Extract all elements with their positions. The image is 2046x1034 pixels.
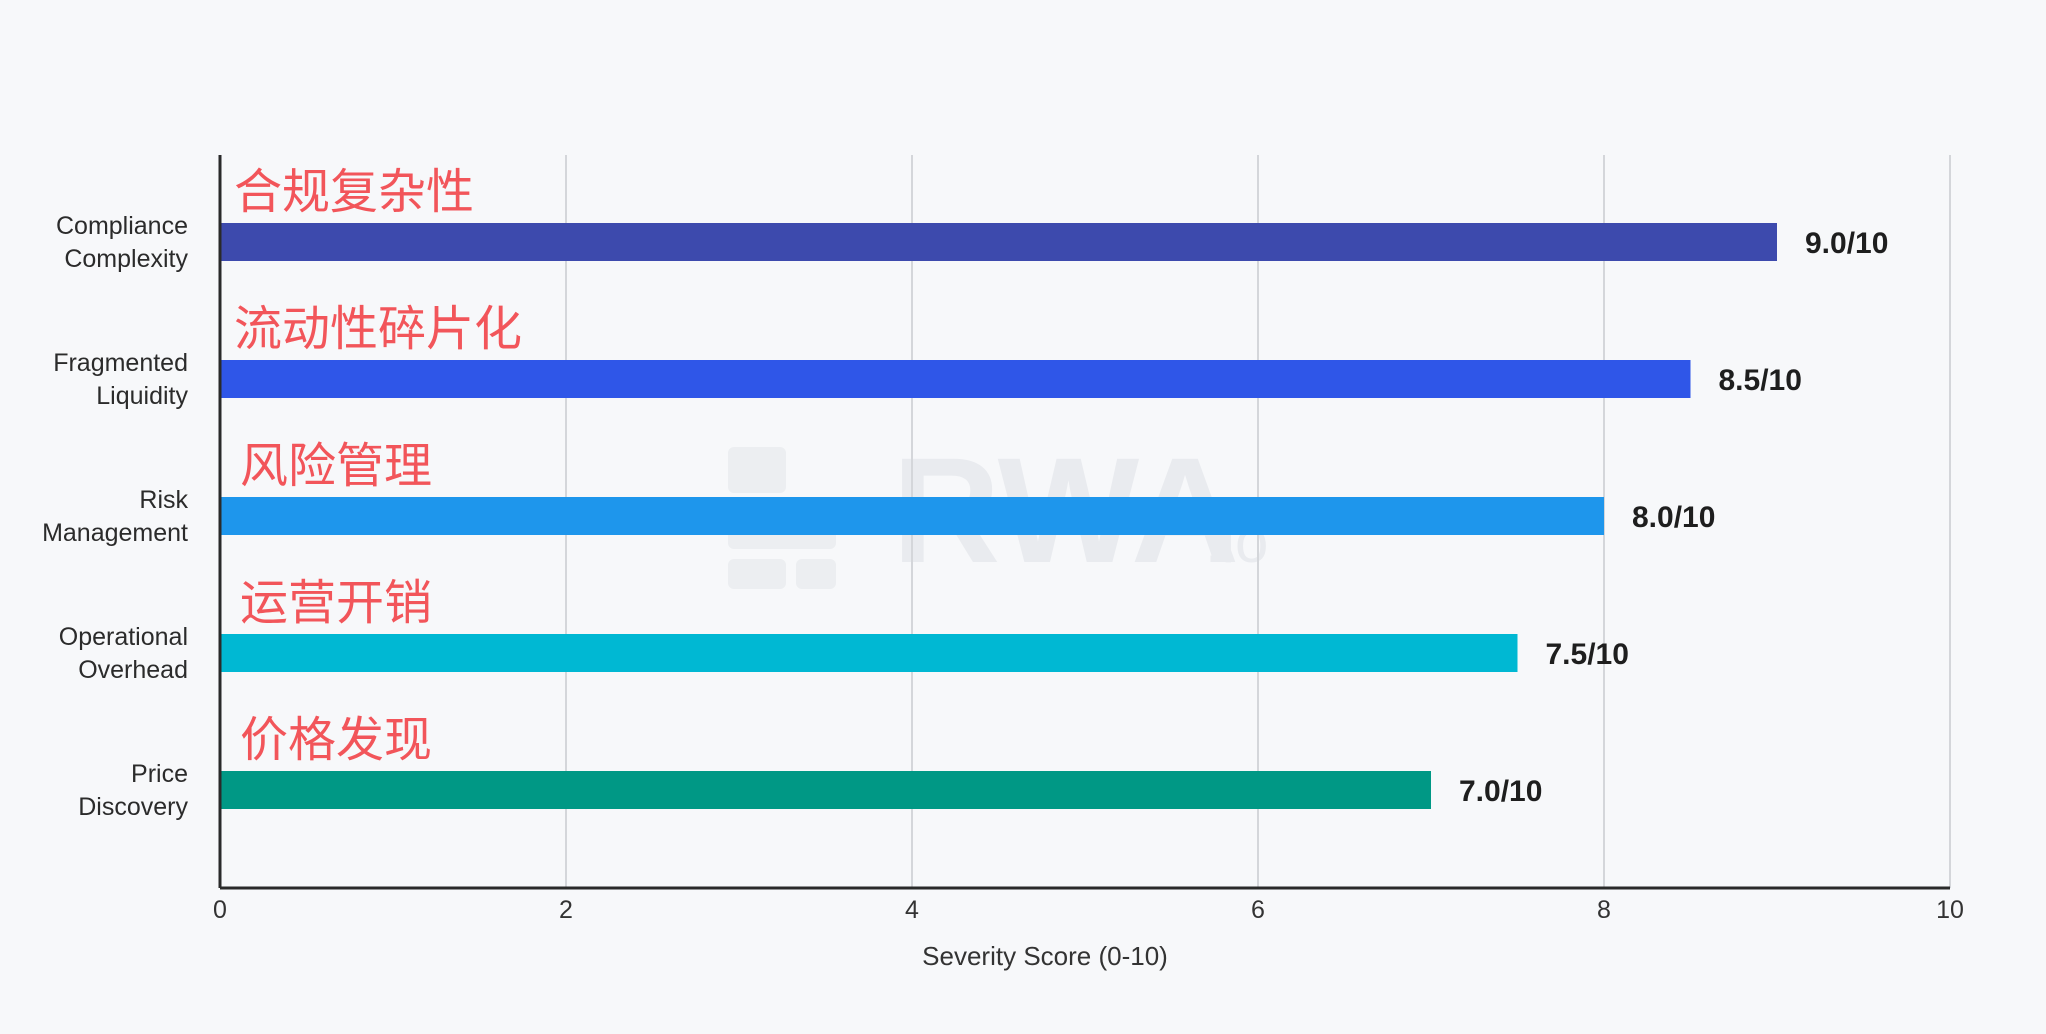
bar-annotation-4: 运营开销 — [240, 575, 432, 631]
axes: 0 2 4 6 8 10 Severity Score (0-10) — [213, 155, 1964, 971]
y-tick-label-4-line-1: Operational — [59, 623, 188, 651]
data-label-4: 7.5/10 — [1546, 638, 1629, 671]
labels: 合规复杂性 Compliance Complexity 9.0/10 流动性碎片化 Fra… — [42, 164, 1888, 821]
y-tick-label-5-line-1: Price — [131, 760, 188, 788]
data-label-1: 9.0/10 — [1805, 227, 1888, 260]
y-tick-label-1-line-2: Complexity — [64, 245, 188, 273]
x-tick-label-2: 2 — [559, 896, 573, 924]
bar-annotation-5: 价格发现 — [240, 712, 432, 768]
x-axis-title: Severity Score (0-10) — [922, 941, 1168, 971]
bar-5 — [221, 771, 1431, 809]
data-label-5: 7.0/10 — [1459, 775, 1542, 808]
x-tick-label-6: 6 — [1251, 896, 1265, 924]
x-tick-label-4: 4 — [905, 896, 919, 924]
x-tick-label-0: 0 — [213, 896, 227, 924]
bar-3 — [221, 497, 1604, 535]
data-label-2: 8.5/10 — [1719, 364, 1802, 397]
x-tick-label-10: 10 — [1936, 896, 1964, 924]
data-label-3: 8.0/10 — [1632, 501, 1715, 534]
y-tick-label-3-line-1: Risk — [139, 486, 188, 514]
bar-annotation-2: 流动性碎片化 — [234, 301, 522, 357]
bar-annotation-3: 风险管理 — [240, 438, 432, 494]
y-tick-label-2-line-1: Fragmented — [53, 349, 188, 377]
y-tick-label-5-line-2: Discovery — [78, 793, 188, 821]
bar-4 — [221, 634, 1518, 672]
bars — [221, 223, 1777, 809]
x-tick-label-8: 8 — [1597, 896, 1611, 924]
y-tick-label-1-line-1: Compliance — [56, 212, 188, 240]
y-tick-label-3-line-2: Management — [42, 519, 188, 547]
bar-annotation-1: 合规复杂性 — [234, 164, 474, 220]
bar-2 — [221, 360, 1691, 398]
y-tick-label-4-line-2: Overhead — [78, 656, 188, 684]
y-tick-label-2-line-2: Liquidity — [96, 382, 188, 410]
bar-1 — [221, 223, 1777, 261]
